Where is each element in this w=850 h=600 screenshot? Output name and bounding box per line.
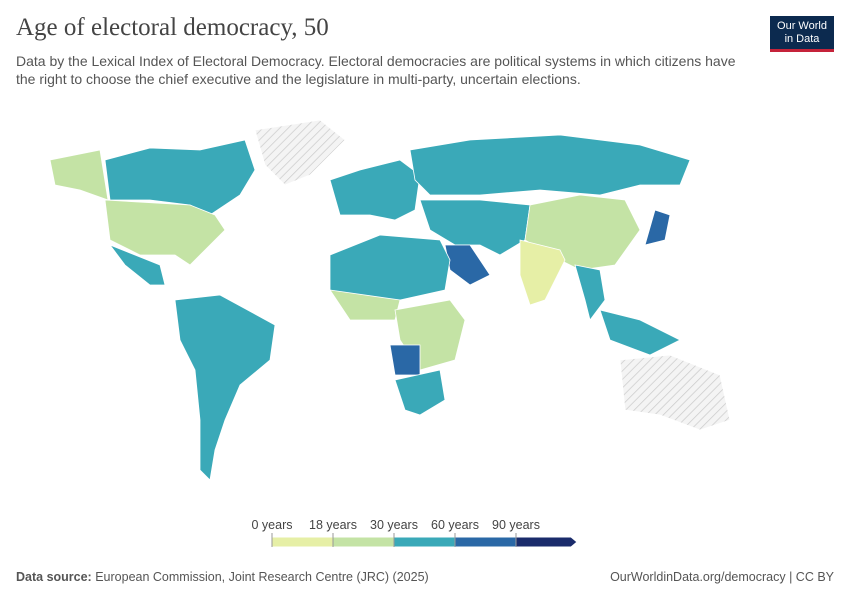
legend-swatch: [454, 536, 517, 548]
country[interactable]: [254, 119, 346, 186]
country[interactable]: [49, 149, 109, 201]
country[interactable]: [644, 209, 671, 246]
url[interactable]: OurWorldinData.org/democracy | CC BY: [610, 570, 834, 584]
legend-label: 0 years: [252, 518, 293, 532]
source-text: European Commission, Joint Research Cent…: [95, 570, 429, 584]
subtitle: Data by the Lexical Index of Electoral D…: [16, 53, 736, 87]
country[interactable]: [409, 134, 691, 196]
country[interactable]: [174, 294, 276, 481]
title: Age of electoral democracy, 50: [16, 14, 329, 41]
country[interactable]: [519, 239, 566, 306]
country[interactable]: [419, 199, 531, 256]
legend-swatch: [271, 536, 334, 548]
country[interactable]: [599, 309, 681, 356]
legend-swatch: [393, 536, 456, 548]
source: Data source: European Commission, Joint …: [16, 570, 429, 584]
legend-label: 30 years: [370, 518, 418, 532]
legend-label: 90 years: [492, 518, 540, 532]
legend-swatch: [515, 536, 578, 548]
country[interactable]: [389, 344, 421, 376]
country[interactable]: [329, 159, 421, 221]
legend-swatch: [332, 536, 395, 548]
country[interactable]: [104, 199, 226, 266]
country[interactable]: [329, 289, 401, 321]
country[interactable]: [108, 244, 166, 286]
countries: [49, 119, 731, 481]
source-label: Data source:: [16, 570, 92, 584]
legend: 0 years 18 years 30 years 60 years 90 years: [252, 518, 578, 548]
logo[interactable]: Our World in Data: [770, 16, 834, 52]
legend-label: 60 years: [431, 518, 479, 532]
country[interactable]: [574, 264, 606, 321]
legend-label: 18 years: [309, 518, 357, 532]
country[interactable]: [394, 369, 446, 416]
map: 0 years 18 years 30 years 60 years 90 years: [49, 119, 731, 548]
country[interactable]: [104, 139, 256, 216]
logo-line: Our World: [777, 20, 827, 32]
country[interactable]: [444, 244, 491, 286]
country[interactable]: [619, 354, 731, 431]
logo-line: in Data: [784, 33, 820, 45]
